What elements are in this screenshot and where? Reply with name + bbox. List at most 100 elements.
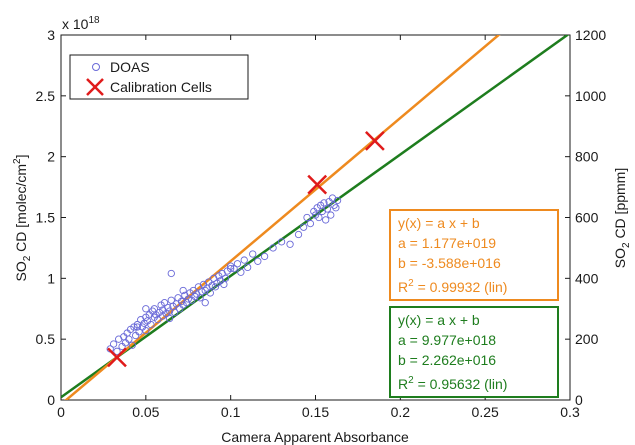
doas-point [221, 274, 230, 282]
y-axis-ticks: 0 0.5 1 1.5 2 2.5 3 [36, 27, 66, 408]
legend-doas-marker [92, 63, 100, 71]
x-tick-label: 0.05 [132, 404, 159, 420]
y2-tick-label: 400 [575, 270, 599, 286]
doas-point [260, 252, 269, 261]
y2-tick-label: 1200 [575, 27, 606, 43]
legend-calibration-label: Calibration Cells [110, 79, 212, 95]
doas-point [237, 268, 245, 276]
doas-point [154, 316, 162, 324]
y2-axis-ticks: 0 200 400 600 800 1000 1200 [565, 27, 606, 408]
doas-point [299, 223, 308, 231]
doas-point [164, 303, 172, 312]
fit-box-orange-frame [389, 209, 559, 301]
legend-calibration-marker [86, 78, 104, 96]
fit-orange-a: a = 1.177e+019 [398, 235, 496, 251]
fit-box-orange: y(x) = a x + b a = 1.177e+019 b = -3.588… [389, 209, 559, 301]
fit-lines [61, 35, 570, 400]
calibration-markers [107, 130, 385, 368]
fit-orange-equation: y(x) = a x + b [398, 215, 480, 231]
y-tick-label: 0.5 [36, 331, 56, 347]
x-axis-ticks: 0 0.05 0.1 0.15 0.2 0.25 0.3 [57, 35, 580, 420]
doas-point [125, 335, 133, 343]
doas-point [165, 307, 174, 315]
doas-point [142, 326, 150, 335]
doas-point [330, 201, 338, 209]
doas-point [249, 250, 257, 258]
doas-point [147, 320, 155, 329]
legend-doas-label: DOAS [110, 59, 150, 75]
doas-point [113, 347, 121, 355]
doas-point [322, 216, 330, 224]
doas-points [106, 194, 342, 355]
fit-line-green [61, 35, 570, 399]
doas-point [303, 213, 311, 222]
doas-point [171, 308, 179, 317]
doas-point [191, 292, 199, 301]
doas-point [320, 199, 328, 207]
x-axis-label: Camera Apparent Absorbance [221, 429, 409, 445]
y2-axis-label: SO2 CD [ppmm] [612, 168, 632, 268]
legend: DOAS Calibration Cells [69, 54, 249, 100]
doas-point [286, 240, 294, 248]
y-axis-exponent: x 1018 [62, 15, 100, 32]
y-tick-label: 1.5 [36, 210, 56, 226]
doas-point [198, 288, 206, 296]
fit-orange-b: b = -3.588e+016 [398, 255, 501, 271]
doas-point [165, 314, 174, 323]
calibration-marker [364, 130, 385, 151]
x-tick-label: 0 [57, 404, 65, 420]
doas-point [240, 256, 248, 264]
x-tick-label: 0.2 [391, 404, 411, 420]
fit-box-green: y(x) = a x + b a = 9.977e+018 b = 2.262e… [389, 306, 559, 398]
fit-green-b: b = 2.262e+016 [398, 352, 496, 368]
doas-point [227, 264, 235, 273]
x-tick-label: 0.1 [221, 404, 241, 420]
fit-orange-r2: R2 = 0.99932 (lin) [398, 278, 507, 295]
doas-point [142, 305, 150, 313]
doas-point [243, 263, 252, 272]
x-tick-label: 0.15 [302, 404, 329, 420]
calibration-marker [307, 174, 328, 195]
doas-point [277, 238, 286, 246]
doas-point [206, 289, 214, 297]
doas-point [133, 323, 142, 331]
doas-point [135, 328, 143, 336]
doas-point [160, 299, 169, 307]
doas-point [306, 219, 315, 228]
doas-point [179, 286, 187, 295]
doas-point [323, 205, 332, 213]
y-tick-label: 2.5 [36, 88, 56, 104]
doas-point [167, 269, 175, 278]
fit-line-orange [64, 35, 501, 400]
doas-point [109, 340, 118, 348]
doas-point [294, 230, 303, 239]
doas-point [233, 260, 242, 268]
y2-tick-label: 200 [575, 331, 599, 347]
doas-point [327, 211, 335, 219]
x-tick-label: 0.3 [560, 404, 580, 420]
doas-point [254, 257, 262, 265]
fit-green-r2: R2 = 0.95632 (lin) [398, 375, 507, 392]
doas-point [201, 299, 209, 307]
doas-point [230, 264, 238, 273]
calibration-marker [107, 347, 127, 368]
y2-tick-label: 800 [575, 149, 599, 165]
y-tick-label: 1 [47, 270, 55, 286]
y-tick-label: 2 [47, 149, 55, 165]
fit-green-a: a = 9.977e+018 [398, 332, 496, 348]
doas-point [269, 244, 277, 252]
fit-green-equation: y(x) = a x + b [398, 312, 480, 328]
y-axis-label: SO2 CD [molec/cm2] [12, 154, 33, 281]
y2-tick-label: 1000 [575, 88, 606, 104]
fit-box-green-frame [389, 306, 559, 398]
y2-tick-label: 600 [575, 210, 599, 226]
y-tick-label: 0 [47, 392, 55, 408]
doas-point [128, 341, 136, 349]
doas-point [315, 213, 323, 222]
doas-point [332, 204, 340, 212]
y-tick-label: 3 [47, 27, 55, 43]
doas-point [333, 196, 342, 205]
doas-point [177, 297, 186, 306]
y2-tick-label: 0 [575, 392, 583, 408]
